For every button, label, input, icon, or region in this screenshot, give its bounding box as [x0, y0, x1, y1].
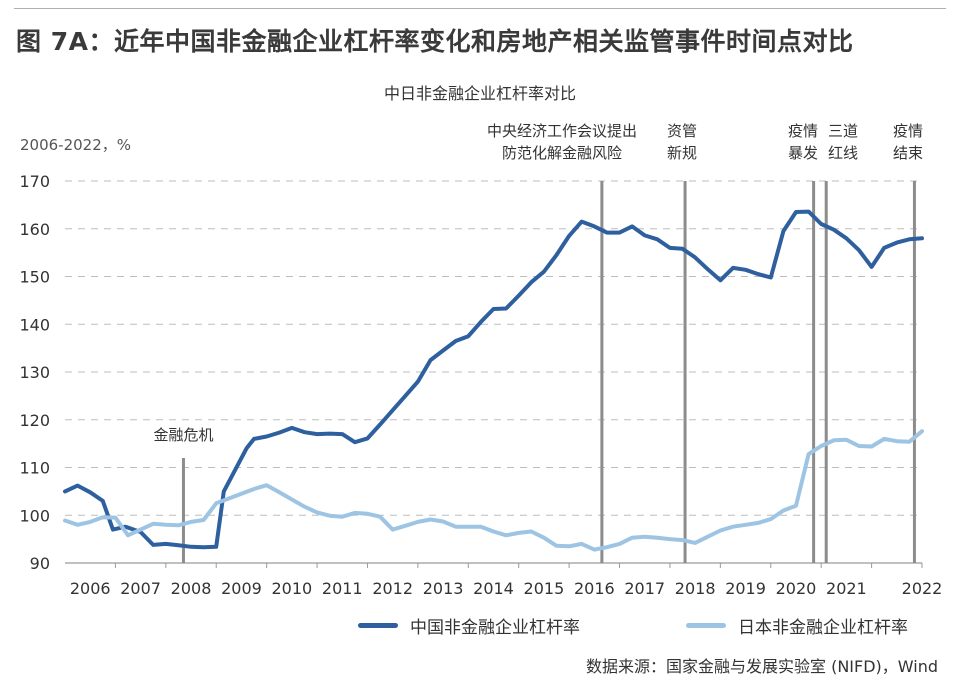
x-tick-label: 2020	[776, 579, 817, 598]
chart-title: 中日非金融企业杠杆率对比	[383, 84, 576, 103]
top-rule	[14, 8, 946, 9]
legend-swatch-china	[358, 622, 398, 628]
event-label: 疫情	[893, 122, 923, 140]
x-tick-label: 2017	[624, 579, 665, 598]
series-line-japan	[63, 429, 924, 552]
event-label: 资管	[667, 122, 697, 140]
x-tick-label: 2006	[70, 579, 111, 598]
x-tick-label: 2022	[902, 579, 943, 598]
y-tick-label: 160	[19, 220, 50, 239]
series-line-china	[63, 209, 924, 550]
y-tick-label: 90	[30, 554, 50, 573]
x-tick-label: 2012	[372, 579, 413, 598]
y-tick-label: 100	[19, 506, 50, 525]
y-tick-label: 150	[19, 268, 50, 287]
y-tick-label: 140	[19, 315, 50, 334]
x-tick-label: 2011	[322, 579, 363, 598]
legend-label-japan: 日本非金融企业杠杆率	[738, 617, 908, 638]
legend-label-china: 中国非金融企业杠杆率	[410, 617, 580, 638]
event-label: 结束	[893, 144, 923, 162]
event-label: 新规	[667, 144, 697, 162]
x-tick-label: 2016	[574, 579, 615, 598]
y-tick-label: 170	[19, 172, 50, 191]
x-tick-label: 2015	[524, 579, 565, 598]
y-tick-label: 110	[19, 459, 50, 478]
event-label: 防范化解金融风险	[502, 144, 622, 162]
chart-plot: 2006-2022，% 90 100 110 120 130 140 150 160 170 200…	[19, 122, 943, 598]
x-tick-label: 2019	[725, 579, 766, 598]
x-tick-label: 2014	[473, 579, 514, 598]
figure-title: 图 7A：近年中国非金融企业杠杆率变化和房地产相关监管事件时间点对比	[16, 27, 854, 56]
y-tick-label: 130	[19, 363, 50, 382]
unit-label: 2006-2022，%	[20, 136, 131, 154]
event-label: 中央经济工作会议提出	[487, 122, 637, 140]
legend-item-china: 中国非金融企业杠杆率	[358, 612, 580, 638]
x-tick-label: 2013	[423, 579, 464, 598]
event-label: 疫情	[788, 122, 818, 140]
x-tick-label: 2021	[826, 579, 867, 598]
x-tick-label: 2009	[221, 579, 262, 598]
y-tick-label: 120	[19, 411, 50, 430]
x-tick-label: 2010	[271, 579, 312, 598]
x-tick-label: 2008	[171, 579, 212, 598]
x-tick-label: 2018	[675, 579, 716, 598]
source-note: 数据来源：国家金融与发展实验室 (NIFD)，Wind	[586, 657, 938, 676]
legend-swatch-japan	[686, 622, 726, 628]
legend-item-japan: 日本非金融企业杠杆率	[686, 612, 908, 638]
event-label: 暴发	[788, 144, 818, 162]
event-label: 三道	[828, 122, 858, 140]
x-tick-label: 2007	[120, 579, 161, 598]
event-label: 金融危机	[153, 426, 213, 444]
event-label: 红线	[828, 144, 858, 162]
chart-legend: 中国非金融企业杠杆率 日本非金融企业杠杆率	[0, 612, 960, 638]
